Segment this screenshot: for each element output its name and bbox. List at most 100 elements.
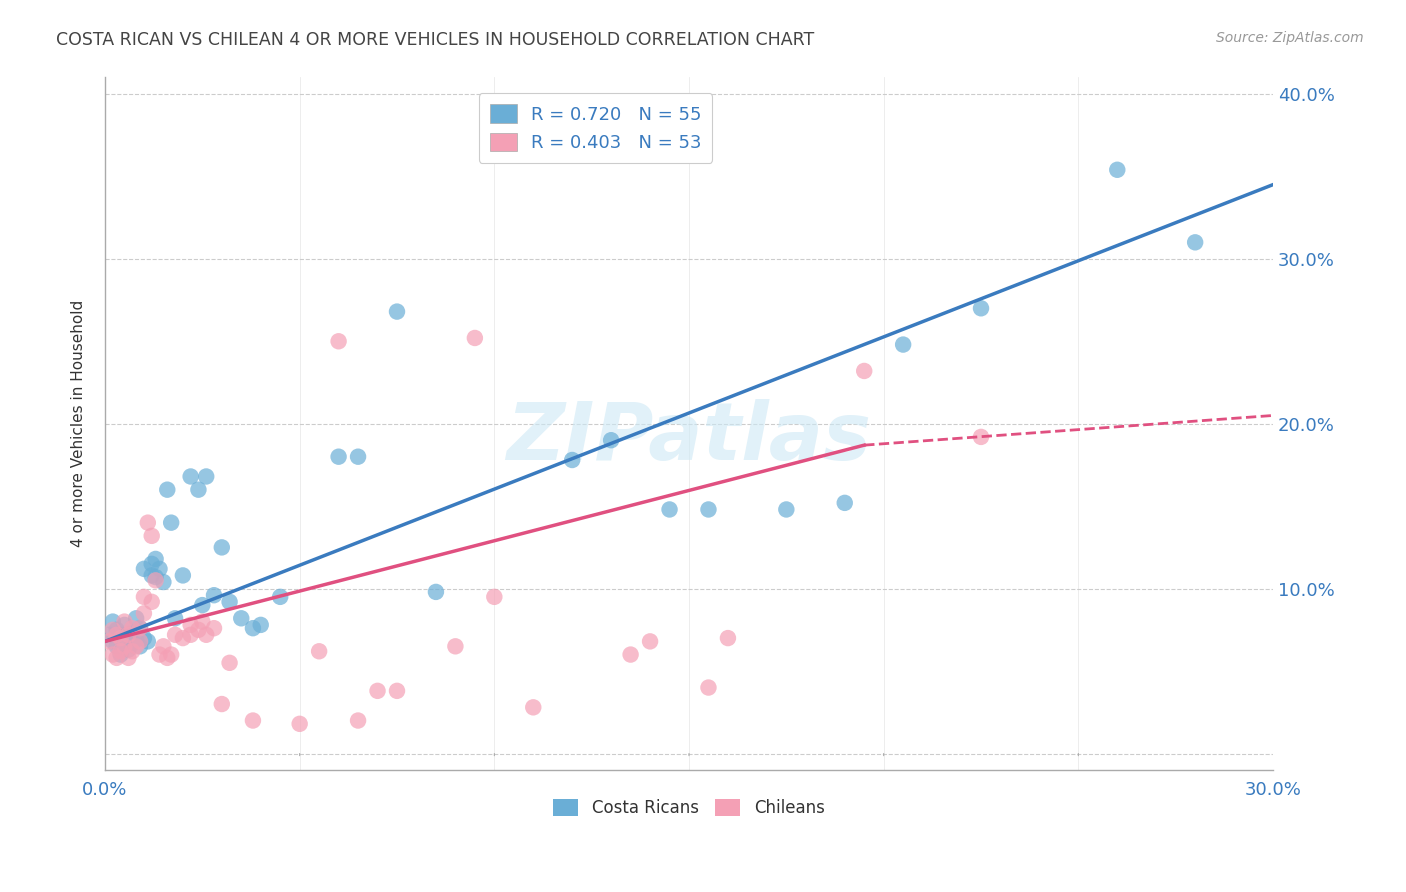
Point bbox=[269, 590, 291, 604]
Point bbox=[425, 585, 447, 599]
Point bbox=[347, 714, 370, 728]
Point bbox=[717, 631, 740, 645]
Point bbox=[105, 623, 128, 637]
Point bbox=[129, 621, 152, 635]
Point bbox=[152, 640, 174, 654]
Point bbox=[347, 450, 370, 464]
Point bbox=[697, 681, 720, 695]
Point bbox=[328, 450, 350, 464]
Point bbox=[141, 529, 163, 543]
Point bbox=[522, 700, 544, 714]
Point bbox=[242, 714, 264, 728]
Point bbox=[160, 648, 183, 662]
Text: ZIPatlas: ZIPatlas bbox=[506, 399, 872, 476]
Point bbox=[165, 628, 187, 642]
Point bbox=[117, 651, 139, 665]
Point bbox=[101, 623, 124, 637]
Point bbox=[125, 640, 148, 654]
Point bbox=[187, 483, 209, 497]
Point bbox=[141, 568, 163, 582]
Point bbox=[105, 628, 128, 642]
Point bbox=[165, 611, 187, 625]
Point bbox=[114, 634, 136, 648]
Point bbox=[129, 634, 152, 648]
Point bbox=[180, 618, 202, 632]
Point bbox=[444, 640, 467, 654]
Point bbox=[308, 644, 330, 658]
Point bbox=[484, 590, 506, 604]
Point bbox=[114, 640, 136, 654]
Point bbox=[141, 595, 163, 609]
Point bbox=[117, 629, 139, 643]
Point bbox=[110, 631, 132, 645]
Point bbox=[145, 552, 167, 566]
Point bbox=[697, 502, 720, 516]
Point bbox=[367, 683, 389, 698]
Point bbox=[110, 628, 132, 642]
Point bbox=[101, 615, 124, 629]
Point bbox=[195, 469, 218, 483]
Point bbox=[110, 648, 132, 662]
Point bbox=[105, 640, 128, 654]
Point bbox=[117, 628, 139, 642]
Point bbox=[191, 598, 214, 612]
Point bbox=[125, 632, 148, 647]
Text: Source: ZipAtlas.com: Source: ZipAtlas.com bbox=[1216, 31, 1364, 45]
Point bbox=[191, 615, 214, 629]
Point bbox=[211, 697, 233, 711]
Point bbox=[385, 304, 408, 318]
Point bbox=[121, 644, 143, 658]
Point bbox=[249, 618, 271, 632]
Point bbox=[156, 483, 179, 497]
Point bbox=[1184, 235, 1206, 250]
Point bbox=[136, 516, 159, 530]
Point bbox=[132, 562, 155, 576]
Point bbox=[218, 595, 240, 609]
Point bbox=[853, 364, 876, 378]
Point bbox=[132, 607, 155, 621]
Point bbox=[121, 621, 143, 635]
Point bbox=[121, 636, 143, 650]
Point bbox=[97, 634, 120, 648]
Point bbox=[202, 621, 225, 635]
Point bbox=[97, 628, 120, 642]
Point bbox=[970, 301, 993, 316]
Point bbox=[156, 651, 179, 665]
Point bbox=[125, 611, 148, 625]
Point bbox=[218, 656, 240, 670]
Point bbox=[242, 621, 264, 635]
Point bbox=[114, 615, 136, 629]
Point bbox=[970, 430, 993, 444]
Point bbox=[187, 623, 209, 637]
Point bbox=[385, 683, 408, 698]
Point bbox=[172, 631, 194, 645]
Point bbox=[101, 634, 124, 648]
Point bbox=[114, 618, 136, 632]
Point bbox=[101, 648, 124, 662]
Y-axis label: 4 or more Vehicles in Household: 4 or more Vehicles in Household bbox=[72, 300, 86, 548]
Point bbox=[132, 631, 155, 645]
Point bbox=[160, 516, 183, 530]
Point bbox=[141, 557, 163, 571]
Point bbox=[775, 502, 797, 516]
Point bbox=[180, 628, 202, 642]
Point bbox=[464, 331, 486, 345]
Point bbox=[117, 642, 139, 657]
Point bbox=[1107, 162, 1129, 177]
Point bbox=[129, 640, 152, 654]
Point bbox=[561, 453, 583, 467]
Point bbox=[328, 334, 350, 349]
Point bbox=[132, 590, 155, 604]
Point bbox=[600, 434, 623, 448]
Point bbox=[152, 574, 174, 589]
Point bbox=[110, 644, 132, 658]
Point bbox=[129, 621, 152, 635]
Point bbox=[145, 574, 167, 588]
Point bbox=[148, 648, 170, 662]
Point bbox=[638, 634, 661, 648]
Point bbox=[148, 562, 170, 576]
Text: COSTA RICAN VS CHILEAN 4 OR MORE VEHICLES IN HOUSEHOLD CORRELATION CHART: COSTA RICAN VS CHILEAN 4 OR MORE VEHICLE… bbox=[56, 31, 814, 49]
Point bbox=[288, 716, 311, 731]
Point bbox=[658, 502, 681, 516]
Point bbox=[891, 337, 914, 351]
